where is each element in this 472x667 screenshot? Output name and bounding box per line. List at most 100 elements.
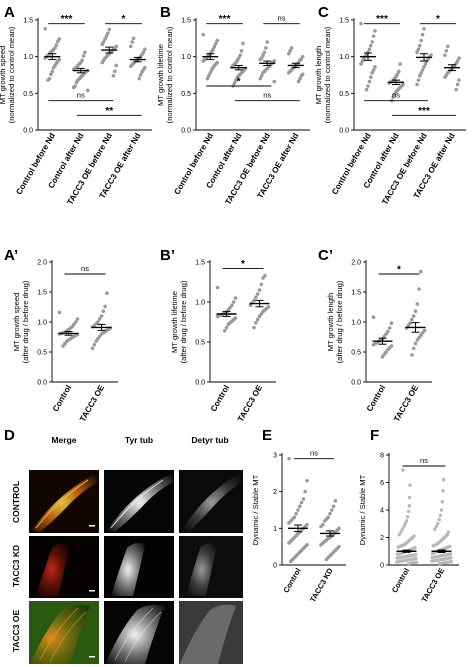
data-point-a-prime [105, 291, 109, 296]
data-point-c-prime [410, 317, 414, 322]
data-point-b [212, 44, 217, 49]
x-tick-label-e: TACC3 KD [308, 566, 335, 604]
data-point-b [262, 50, 267, 55]
data-point-c-prime [411, 346, 416, 351]
data-point-b-prime [259, 282, 264, 287]
data-point-c [457, 56, 461, 60]
data-point-c [416, 78, 421, 82]
data-point-c [415, 50, 419, 55]
data-point-b-prime [222, 329, 227, 333]
data-point-a-prime [90, 346, 95, 351]
data-point-b [289, 46, 294, 50]
data-point-b [261, 71, 265, 75]
y-tick-label-f: 4 [380, 508, 384, 515]
data-point-c-prime [389, 321, 394, 326]
data-point-b [296, 79, 301, 84]
data-point-f [407, 495, 412, 500]
row-label-control: CONTROL [11, 481, 21, 523]
data-point-c [454, 87, 459, 92]
y-tick-label-f: 6 [380, 480, 384, 487]
data-point-c [359, 21, 363, 26]
y-axis-label-b: MT growth lifetime [156, 44, 165, 106]
y-axis-label-a: (normalized to control mean) [7, 26, 16, 123]
data-point-b-prime [226, 322, 231, 327]
data-point-b [241, 41, 245, 46]
data-point-e [299, 500, 304, 505]
y-tick-label-c: 0.5 [339, 91, 349, 98]
data-point-c-prime [413, 309, 418, 314]
data-point-b [265, 40, 270, 44]
data-point-f [433, 527, 437, 531]
data-point-c-prime [415, 338, 420, 342]
data-point-b [261, 53, 265, 57]
data-point-f [396, 545, 400, 549]
significance-label-a: ** [105, 106, 113, 117]
micrograph-control-detyr [179, 470, 243, 533]
data-point-a-prime [57, 310, 62, 315]
y-axis-label-c-prime: (after drug / before drug) [335, 280, 344, 363]
data-point-c [370, 71, 375, 75]
data-point-c-prime [413, 341, 418, 346]
data-point-f [402, 524, 406, 529]
column-title-merge: Merge [51, 435, 76, 445]
data-point-f [401, 468, 405, 472]
data-point-b [286, 71, 291, 75]
data-point-b-prime [261, 276, 265, 280]
data-point-c [423, 62, 428, 66]
data-point-b [208, 71, 213, 75]
panel-letter-a: A [4, 4, 15, 21]
data-point-f [430, 555, 434, 560]
micrograph-control-tyr [104, 470, 174, 533]
data-point-e [294, 511, 299, 516]
data-point-b-prime [215, 314, 220, 319]
data-point-a [85, 88, 90, 93]
data-point-b-prime [252, 325, 256, 330]
data-point-c-prime [415, 302, 420, 306]
significance-label-c: *** [376, 14, 388, 25]
y-axis-label-f: Dynamic / Stable MT [358, 474, 367, 545]
data-point-f [408, 483, 412, 487]
y-tick-label-b-prime: 1.0 [195, 300, 205, 307]
data-point-a [106, 31, 110, 35]
data-point-b [201, 59, 206, 63]
data-point-f [399, 530, 403, 534]
data-point-e [287, 456, 291, 461]
data-point-b [205, 76, 210, 81]
data-point-a [107, 27, 112, 32]
data-point-e [328, 511, 332, 516]
row-label-tacc3-kd: TACC3 KD [11, 545, 21, 587]
significance-label-e: ns [310, 449, 318, 458]
data-point-b [264, 46, 268, 50]
data-point-a-prime [101, 309, 106, 314]
chart-e-dynamic-stable-kd: 0 1 2 3 Dynamic / Stable MT Control TACC3 KD ns [251, 449, 346, 604]
significance-label-c: ns [392, 91, 400, 100]
y-tick-label-a-prime: 2.0 [37, 260, 47, 267]
data-point-c-prime [371, 315, 376, 320]
y-tick-label-f: 0 [380, 563, 384, 570]
data-point-b-prime [257, 288, 262, 292]
y-tick-label-c-prime: 2.0 [351, 260, 361, 267]
data-point-f [437, 517, 441, 522]
significance-label-b: *** [219, 14, 231, 25]
significance-label-c-prime: * [397, 265, 401, 276]
data-point-e [322, 519, 327, 523]
data-point-b [238, 53, 242, 57]
micrograph-grid: Merge Tyr tub Detyr tub CONTROL TACC3 KD… [11, 435, 243, 664]
data-point-b-prime [248, 303, 253, 308]
data-point-c [364, 87, 369, 92]
data-point-a [114, 63, 119, 68]
data-point-c [415, 82, 419, 87]
data-point-c [455, 82, 460, 87]
data-point-a [111, 73, 116, 78]
data-point-a [54, 43, 59, 47]
data-point-c [416, 47, 421, 52]
data-point-f [430, 559, 434, 563]
chart-c-prime-length-ratio: 0.0 0.5 1.0 1.5 2.0 MT growth length (after dr… [326, 260, 432, 423]
y-axis-label-b: (normalized to control mean) [165, 26, 174, 123]
panel-letter-c: C [318, 4, 329, 21]
x-tick-label-c-prime: TACC3 OE [392, 383, 420, 423]
data-point-c [391, 95, 396, 99]
data-point-a [51, 65, 56, 70]
significance-label-c: * [436, 14, 440, 25]
data-point-a [103, 37, 107, 41]
